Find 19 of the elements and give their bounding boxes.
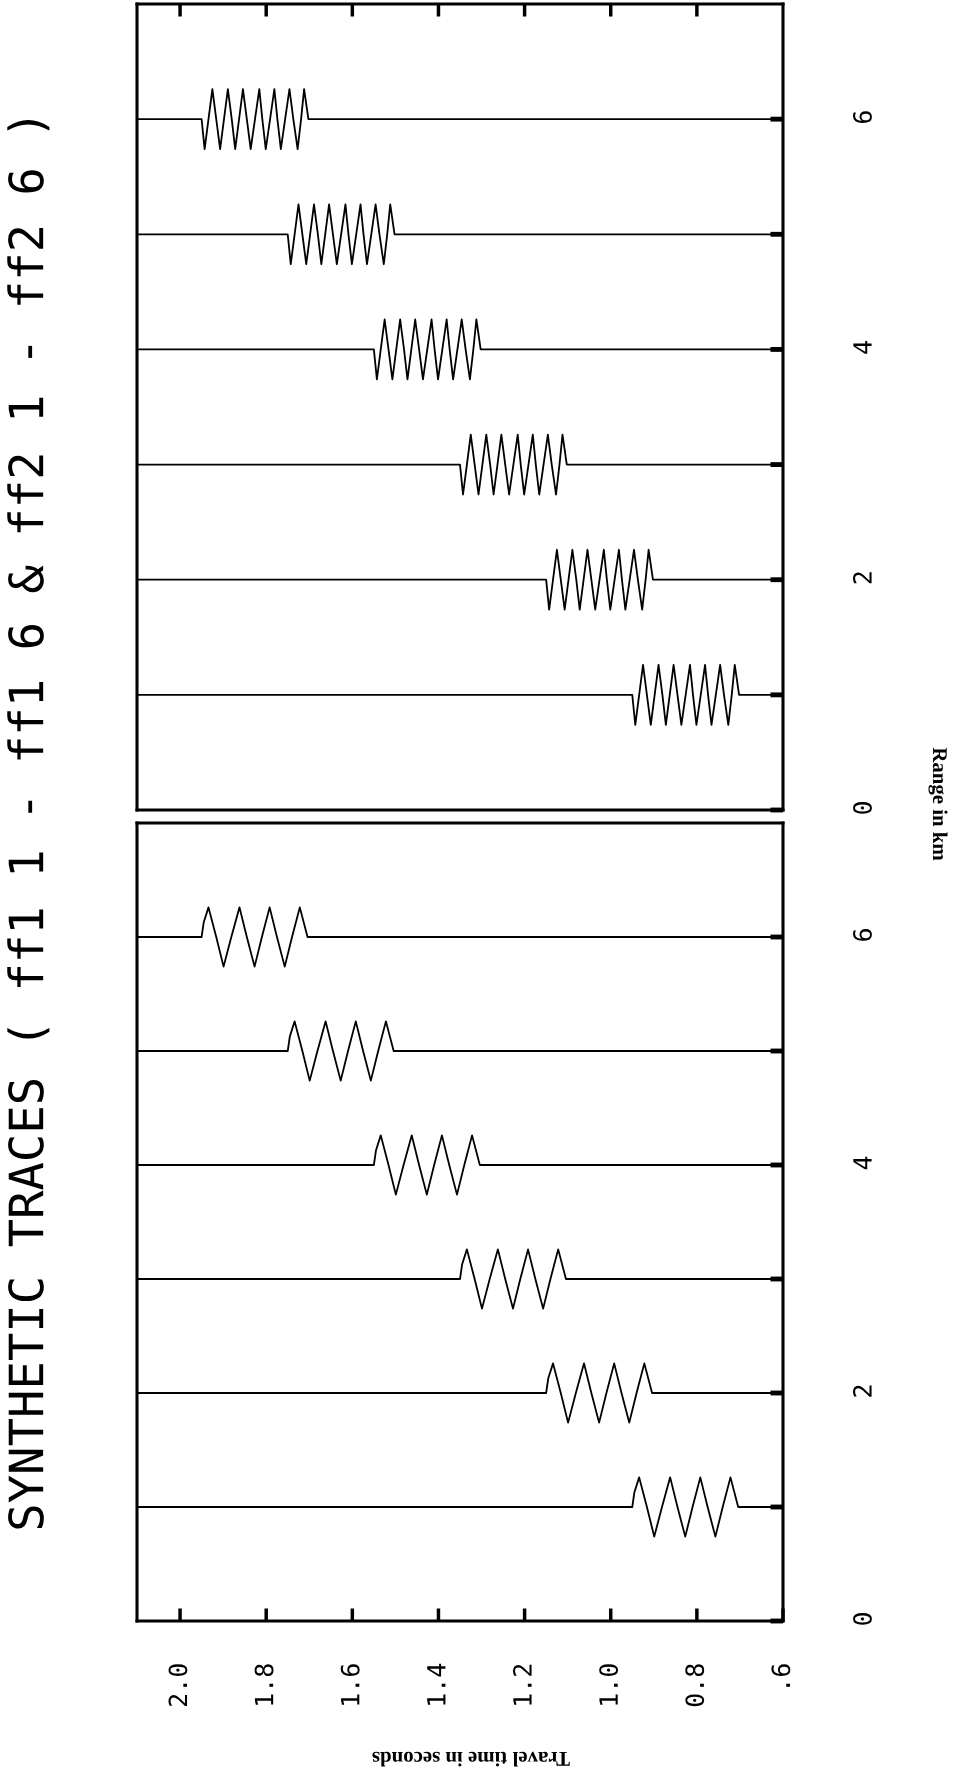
x-axis-title: Travel time in seconds [372,1751,570,1767]
y-axis-title: Range in km [928,747,948,861]
x-tick-label: 1.2 [513,1664,532,1705]
x-tick-label: 2.0 [168,1664,188,1706]
y-tick-label: 0 [853,802,872,814]
x-tick-label: 1.8 [254,1664,274,1705]
y-tick-label: 4 [853,1156,872,1170]
x-tick-label: .6 [771,1664,791,1687]
y-tick-label: 0 [853,1613,872,1625]
x-tick-label: 1.4 [427,1663,446,1705]
x-tick-label: 1.0 [599,1664,619,1705]
x-tick-label: 1.6 [340,1664,360,1705]
y-tick-label: 4 [853,341,872,354]
y-tick-label: 6 [853,929,872,941]
y-tick-label: 2 [853,572,872,584]
x-tick-label: 0.8 [685,1664,705,1707]
y-tick-label: 6 [853,111,872,123]
y-tick-label: 2 [853,1385,872,1397]
chart-title: SYNTHETIC TRACES ( ff1 1 - ff1 6 & ff2 1 - ff2 6 ) [7,120,50,1529]
